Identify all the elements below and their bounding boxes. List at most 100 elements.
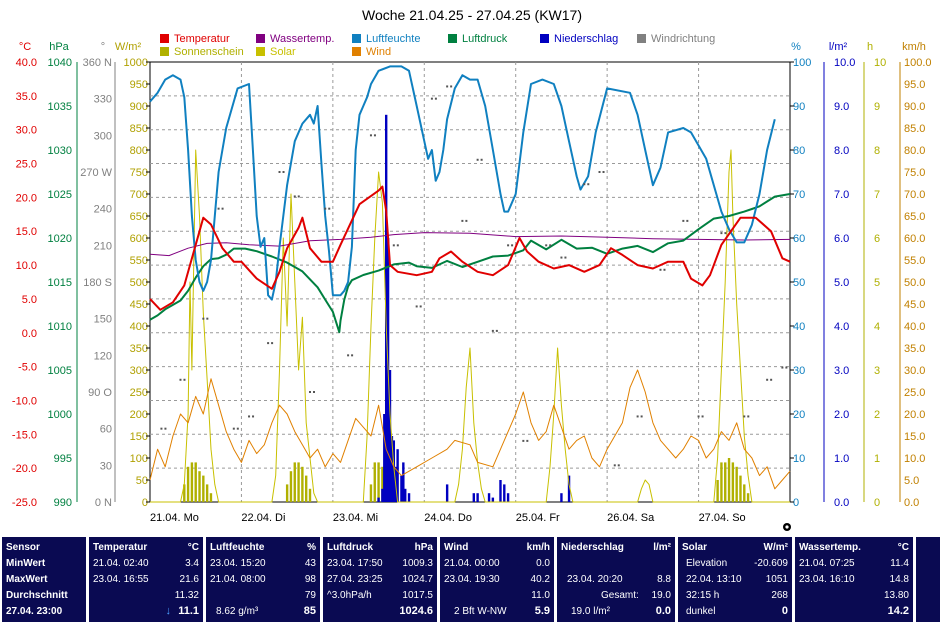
rain-bar xyxy=(377,497,380,502)
wind-tick: 60.0 xyxy=(904,233,925,245)
pressure-tick: 1030 xyxy=(48,145,72,157)
wind-tick: 65.0 xyxy=(904,211,925,223)
wind-direction-dot xyxy=(164,427,167,430)
wind-direction-dot xyxy=(434,97,437,100)
solar-tick: 800 xyxy=(130,145,148,157)
wind-tick: 30.0 xyxy=(904,365,925,377)
rain-bar xyxy=(381,488,384,502)
right-axes: 1009080706050403020100%10.09.08.07.06.05… xyxy=(790,41,932,509)
rain-bar xyxy=(400,475,403,502)
wind-tick: 90.0 xyxy=(904,101,925,113)
wind-direction-dot xyxy=(461,219,464,222)
rain-tick: 0.0 xyxy=(834,497,849,509)
solar-max-time: 22.04. 13:10 xyxy=(686,574,742,585)
x-day-label: 22.04. Di xyxy=(241,512,285,524)
rain-bar xyxy=(404,488,407,502)
wind-direction-dot xyxy=(640,415,643,418)
rain-tick: 6.0 xyxy=(834,233,849,245)
trend-down-icon: ↓ xyxy=(165,605,172,617)
wind-direction-dot xyxy=(617,464,620,467)
wind-direction-dot xyxy=(495,329,498,332)
rain-tick: 2.0 xyxy=(834,409,849,421)
wind-now-dir: 2 Bft W-NW xyxy=(454,606,507,617)
direction-tick: 240 xyxy=(94,204,112,216)
wind-tick: 10.0 xyxy=(904,453,925,465)
water-min-time: 21.04. 07:25 xyxy=(799,558,855,569)
rain-now-label: 19.0 l/m² xyxy=(571,606,610,617)
wind-tick: 15.0 xyxy=(904,431,925,443)
wind-tick: 35.0 xyxy=(904,343,925,355)
sunshine-bars xyxy=(183,458,750,502)
panel-niederschlag: Niederschlag l/m² 23.04. 20:20 8.8 Gesamt:… xyxy=(557,537,675,622)
solar-tick: 50 xyxy=(136,475,148,487)
wind-tick: 80.0 xyxy=(904,145,925,157)
wind-direction-dot xyxy=(560,256,563,259)
solar-tick: 900 xyxy=(130,101,148,113)
wind-direction-dot xyxy=(297,195,300,198)
wind-direction-dot xyxy=(747,415,750,418)
sunshine-bar xyxy=(183,484,186,502)
rain-bar xyxy=(491,497,495,502)
solar-max-val: 1051 xyxy=(765,574,788,585)
wind-min-time: 21.04. 00:00 xyxy=(444,558,500,569)
solar-unit: W/m² xyxy=(115,41,142,53)
sensor-max-label: MaxWert xyxy=(6,574,48,585)
solar-tick: 850 xyxy=(130,123,148,135)
rain-bar xyxy=(383,414,386,502)
rain-bar xyxy=(402,462,405,502)
humidity-tick: 50 xyxy=(793,277,805,289)
wind-direction-dot xyxy=(430,97,433,100)
left-axes: 40.035.030.025.020.015.010.05.00.0-5.0-1… xyxy=(12,41,901,509)
legend-label: Sonnenschein xyxy=(174,46,244,58)
rain-total-label: Gesamt: xyxy=(601,590,639,601)
temperature-tick: 20.0 xyxy=(16,192,37,204)
hum-abs: 8.62 g/m³ xyxy=(216,606,259,617)
pressure-unit: hPa xyxy=(49,41,69,53)
temperature-tick: -10.0 xyxy=(12,395,37,407)
wind-direction-dot xyxy=(785,366,788,369)
sunshine-tick: 6 xyxy=(874,233,880,245)
press-min-time: 23.04. 17:50 xyxy=(327,558,383,569)
wind-direction-dot xyxy=(720,232,723,235)
sunshine-bar xyxy=(731,462,735,502)
wind-tick: 100.0 xyxy=(904,57,932,69)
pressure-tick: 1035 xyxy=(48,101,72,113)
wind-min-val: 0.0 xyxy=(536,558,550,569)
sunshine-bar xyxy=(297,462,300,502)
humidity-tick: 10 xyxy=(793,453,805,465)
press-max-time: 27.04. 23:25 xyxy=(327,574,383,585)
humidity-tick: 40 xyxy=(793,321,805,333)
humidity-tick: 90 xyxy=(793,101,805,113)
solar-unit: W/m² xyxy=(763,542,788,553)
wind-direction-dot xyxy=(701,415,704,418)
wind-direction-dot xyxy=(507,244,510,247)
sunshine-bar xyxy=(308,488,312,502)
rain-tick: 5.0 xyxy=(834,277,849,289)
wind-direction-dot xyxy=(282,171,285,173)
sunshine-bar xyxy=(205,484,209,502)
wind-direction-dot xyxy=(221,207,224,210)
sunshine-tick: 9 xyxy=(874,101,880,113)
sunshine-bar xyxy=(377,462,380,502)
humidity-tick: 70 xyxy=(793,189,805,201)
panel-luftfeuchte: Luftfeuchte% 23.04. 15:20 43 21.04. 08:00… xyxy=(206,537,320,622)
temperature-tick: -20.0 xyxy=(12,463,37,475)
solar-tick: 600 xyxy=(130,233,148,245)
rain-bar xyxy=(388,370,392,502)
sunshine-bar xyxy=(720,462,723,502)
water-title: Wassertemp. xyxy=(799,542,861,553)
sunshine-tick: 7 xyxy=(874,189,880,201)
wind-tick: 95.0 xyxy=(904,79,925,91)
solar-tick: 750 xyxy=(130,167,148,179)
legend-label: Wassertemp. xyxy=(270,33,334,45)
wind-direction-dot xyxy=(663,268,666,271)
sunshine-unit: h xyxy=(867,41,873,53)
direction-tick: 210 xyxy=(94,240,112,252)
chart-legend: Temperatur Wassertemp. Luftfeuchte Luftdruc… xyxy=(160,33,715,58)
direction-tick: 270 W xyxy=(80,167,112,179)
wind-max-val: 40.2 xyxy=(530,574,550,585)
wind-tick: 75.0 xyxy=(904,167,925,179)
wind-direction-dot xyxy=(369,134,372,137)
pressure-tick: 1010 xyxy=(48,321,72,333)
chart-title: Woche 21.04.25 - 27.04.25 (KW17) xyxy=(362,7,582,23)
